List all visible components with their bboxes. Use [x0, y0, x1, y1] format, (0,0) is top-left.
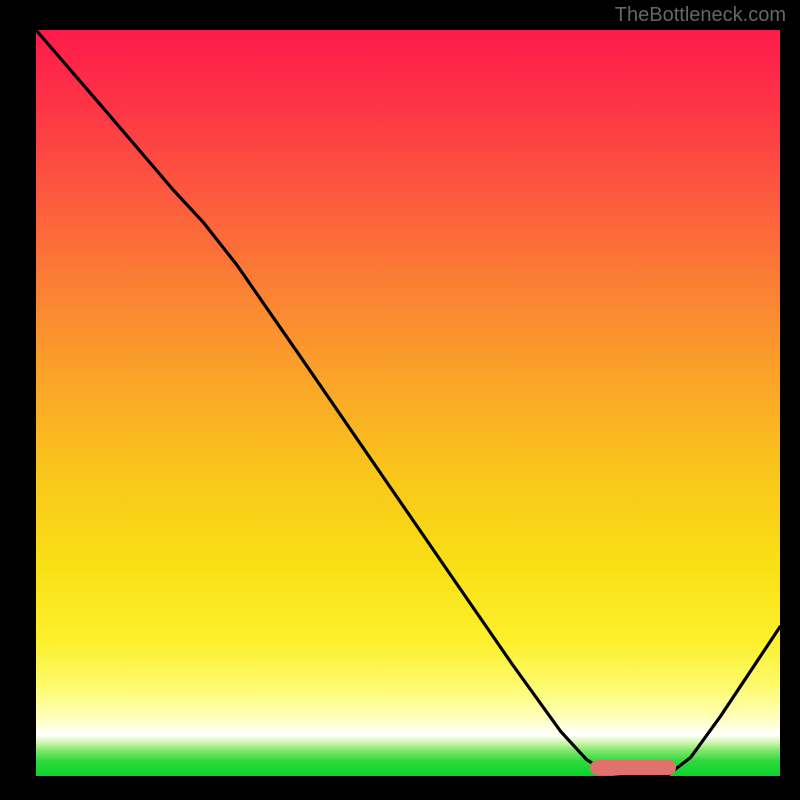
attribution-label: TheBottleneck.com [615, 4, 786, 27]
chart-plot-area [36, 30, 780, 776]
optimal-range-marker [590, 760, 676, 775]
bottleneck-curve [36, 30, 780, 776]
